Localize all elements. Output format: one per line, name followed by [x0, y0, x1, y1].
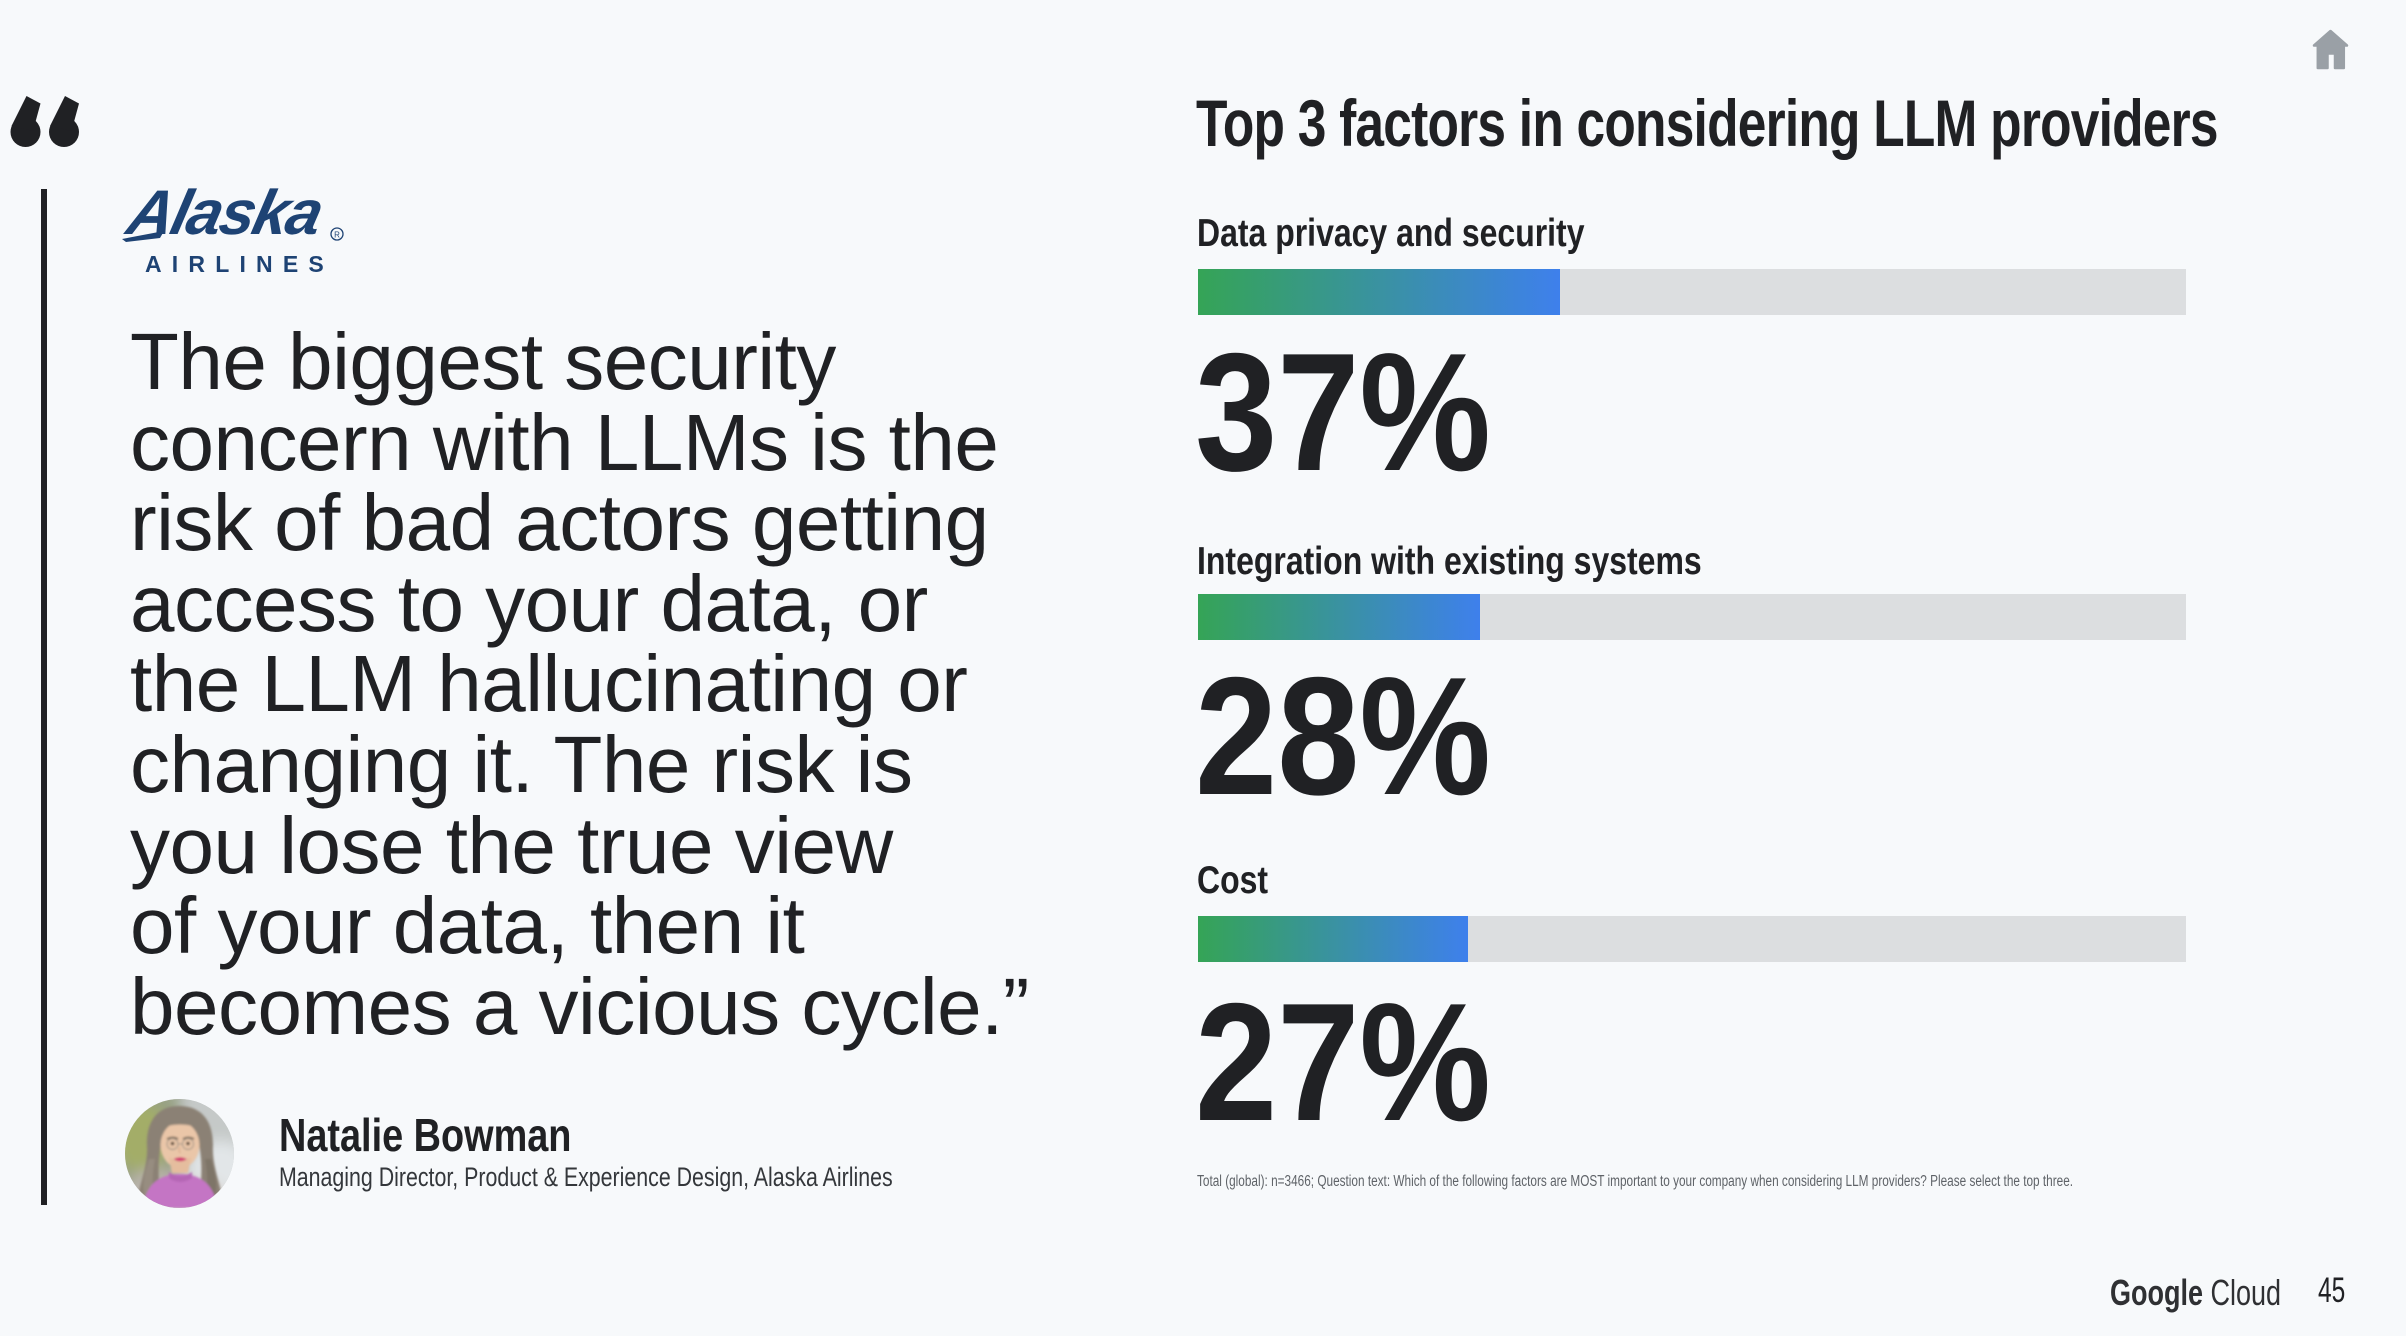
svg-text:AIRLINES: AIRLINES [145, 251, 334, 277]
svg-text:R: R [334, 231, 340, 240]
